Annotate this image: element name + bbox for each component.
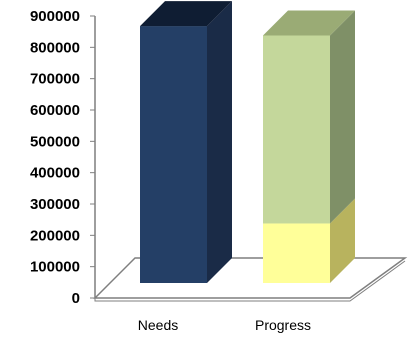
- bar-side: [207, 1, 232, 283]
- y-tick-label: 500000: [30, 133, 80, 150]
- bar-top: [140, 1, 232, 27]
- bar-front: [263, 35, 330, 224]
- bar-front: [140, 26, 207, 284]
- y-tick-label: 700000: [30, 71, 80, 88]
- floor-edge: [94, 260, 406, 302]
- chart-bars: [140, 1, 355, 284]
- y-tick-label: 0: [72, 290, 80, 307]
- y-tick-label: 100000: [30, 259, 80, 276]
- x-tick-label: Needs: [138, 317, 178, 333]
- y-axis: 0 100000 200000 300000 400000 500000 600000 700…: [30, 8, 96, 307]
- x-tick-label: Progress: [255, 317, 311, 333]
- y-tick-label: 600000: [30, 102, 80, 119]
- bar-side: [330, 10, 355, 224]
- bar-top: [263, 10, 355, 36]
- chart-labels: Needs Progress: [138, 317, 311, 333]
- y-tick-label: 800000: [30, 39, 80, 56]
- bar-front: [263, 223, 330, 283]
- y-tick-label: 900000: [30, 8, 80, 25]
- y-tick-label: 300000: [30, 196, 80, 213]
- bar-side: [330, 198, 355, 283]
- y-tick-label: 400000: [30, 165, 80, 182]
- y-tick-label: 200000: [30, 227, 80, 244]
